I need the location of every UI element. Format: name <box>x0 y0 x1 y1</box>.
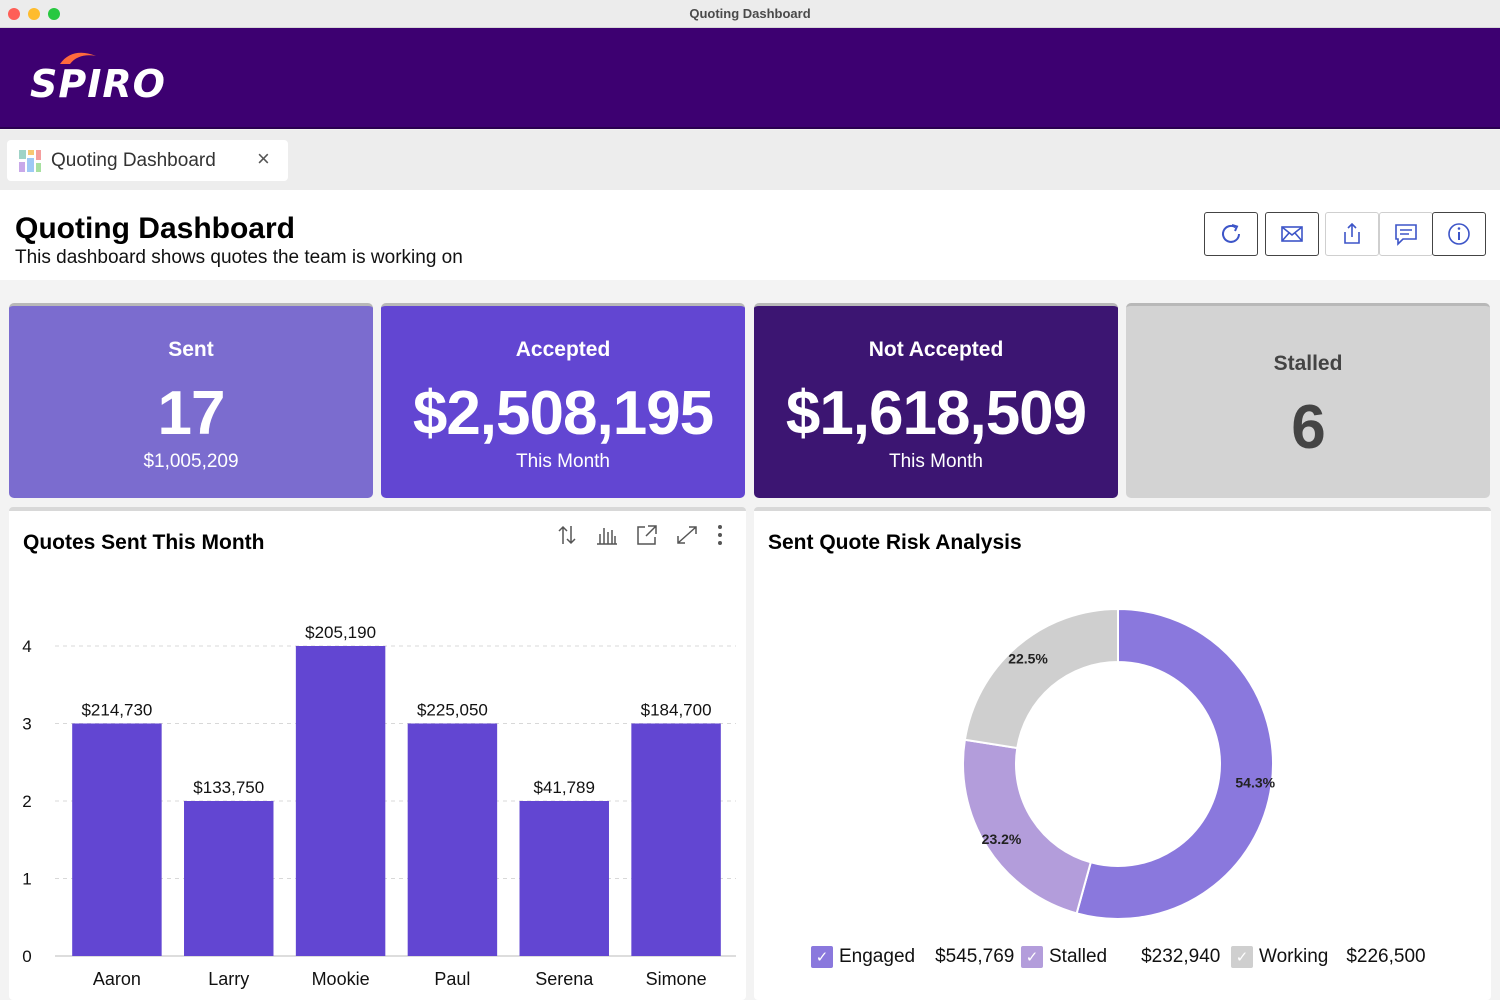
kpi-label: Accepted <box>515 338 611 361</box>
chart-type-button[interactable] <box>587 521 627 549</box>
donut-slice <box>1075 607 1274 920</box>
legend-amount: $545,769 <box>935 946 1015 967</box>
kpi-card-not-accepted[interactable]: Not Accepted $1,618,509 This Month <box>754 303 1118 498</box>
tab-strip: Quoting Dashboard × <box>0 130 1500 190</box>
x-tick-label: Mookie <box>312 969 370 989</box>
tab-label: Quoting Dashboard <box>51 150 216 171</box>
legend-label: Stalled <box>1049 946 1108 967</box>
kpi-card-stalled[interactable]: Stalled 6 <box>1126 303 1490 498</box>
panel-toolbar <box>547 521 733 549</box>
donut-slice <box>962 738 1093 915</box>
kpi-card-sent[interactable]: Sent 17 $1,005,209 <box>9 303 373 498</box>
kpi-value: $1,618,509 <box>785 379 1087 448</box>
page-header: Quoting Dashboard This dashboard shows q… <box>0 190 1500 280</box>
quotes-bar-chart: 0 1 2 3 4 $214,730 Aaron $133,750 Larry $205,190 M… <box>22 623 736 989</box>
kpi-label: Stalled <box>1273 352 1343 375</box>
bar <box>631 723 721 956</box>
kpi-label: Not Accepted <box>868 338 1004 361</box>
bar <box>519 801 609 956</box>
more-vertical-icon <box>718 525 722 545</box>
legend-checkbox[interactable]: ✓ <box>1231 946 1253 968</box>
bar-data-label: $184,700 <box>641 701 712 720</box>
y-tick-label: 3 <box>22 715 31 734</box>
kpi-subtext: This Month <box>516 451 610 472</box>
bar <box>72 723 162 956</box>
bar-data-label: $225,050 <box>417 701 488 720</box>
y-tick-label: 0 <box>22 947 31 966</box>
kpi-value: 6 <box>1291 393 1325 462</box>
quotes-sent-panel: Quotes Sent This Month 0 1 2 3 <box>9 507 746 1000</box>
brand-logo[interactable]: SPIRO <box>30 62 166 106</box>
y-tick-label: 2 <box>22 792 31 811</box>
expand-icon <box>677 526 697 544</box>
legend-item-working[interactable]: ✓ Working $226,500 <box>1231 946 1426 968</box>
bar <box>184 801 274 956</box>
y-tick-label: 1 <box>22 870 31 889</box>
x-tick-label: Serena <box>535 969 594 989</box>
app-header: SPIRO <box>0 28 1500 129</box>
info-icon <box>1448 223 1470 245</box>
external-link-icon <box>637 525 657 545</box>
kpi-subtext: This Month <box>889 451 983 472</box>
close-window-button[interactable] <box>8 8 20 20</box>
legend-amount: $226,500 <box>1346 946 1426 967</box>
x-tick-label: Paul <box>434 969 470 989</box>
donut-slice <box>963 607 1119 750</box>
window-title: Quoting Dashboard <box>689 6 811 21</box>
zoom-window-button[interactable] <box>48 8 60 20</box>
kpi-value: 17 <box>157 379 226 448</box>
bar-data-label: $214,730 <box>81 701 152 720</box>
legend-checkbox[interactable]: ✓ <box>811 946 833 968</box>
info-button[interactable] <box>1432 212 1486 256</box>
kpi-subtext: $1,005,209 <box>143 451 239 472</box>
comment-button[interactable] <box>1379 212 1433 256</box>
bar-data-label: $133,750 <box>193 778 264 797</box>
open-external-button[interactable] <box>627 521 667 549</box>
tab-quoting-dashboard[interactable]: Quoting Dashboard × <box>7 140 288 181</box>
x-tick-label: Larry <box>208 969 249 989</box>
tab-close-icon[interactable]: × <box>257 146 270 171</box>
y-tick-label: 4 <box>22 637 31 656</box>
more-options-button[interactable] <box>707 521 733 549</box>
legend-amount: $232,940 <box>1141 946 1221 967</box>
email-button[interactable] <box>1265 212 1319 256</box>
legend-label: Engaged <box>839 946 916 967</box>
sort-icon <box>558 525 576 545</box>
expand-button[interactable] <box>667 521 707 549</box>
x-tick-label: Aaron <box>93 969 141 989</box>
legend-checkbox[interactable]: ✓ <box>1021 946 1043 968</box>
bar <box>295 646 386 956</box>
panel-title: Sent Quote Risk Analysis <box>768 531 1022 554</box>
comment-icon <box>1395 224 1417 246</box>
kpi-card-accepted[interactable]: Accepted $2,508,195 This Month <box>381 303 745 498</box>
window-titlebar: Quoting Dashboard <box>0 0 1500 28</box>
x-tick-label: Simone <box>646 969 707 989</box>
share-icon <box>1344 222 1360 244</box>
risk-donut-chart: 54.3% 23.2% 22.5% <box>962 607 1276 920</box>
page-title: Quoting Dashboard <box>15 212 295 245</box>
minimize-window-button[interactable] <box>28 8 40 20</box>
risk-analysis-panel: Sent Quote Risk Analysis 54.3% 23.2% 22.5%… <box>754 507 1491 1000</box>
logo-flame-icon <box>60 52 96 64</box>
bar-data-label: $41,789 <box>534 778 595 797</box>
sort-button[interactable] <box>547 521 587 549</box>
bar-data-label: $205,190 <box>305 623 376 642</box>
panel-title: Quotes Sent This Month <box>23 531 265 554</box>
share-button[interactable] <box>1325 212 1379 256</box>
email-icon <box>1281 226 1303 242</box>
dashboard-icon <box>19 150 41 172</box>
bar-chart-icon <box>597 528 617 545</box>
slice-percent-label: 22.5% <box>1008 651 1048 667</box>
legend-item-stalled[interactable]: ✓ Stalled $232,940 <box>1021 946 1220 968</box>
legend-item-engaged[interactable]: ✓ Engaged $545,769 <box>811 946 1014 968</box>
kpi-value: $2,508,195 <box>412 379 714 448</box>
slice-percent-label: 23.2% <box>982 831 1022 847</box>
slice-percent-label: 54.3% <box>1235 775 1275 791</box>
legend-label: Working <box>1259 946 1329 967</box>
refresh-button[interactable] <box>1204 212 1258 256</box>
kpi-label: Sent <box>168 338 214 361</box>
page-subtitle: This dashboard shows quotes the team is … <box>15 247 463 268</box>
bar <box>407 723 498 956</box>
refresh-icon <box>1222 224 1240 243</box>
